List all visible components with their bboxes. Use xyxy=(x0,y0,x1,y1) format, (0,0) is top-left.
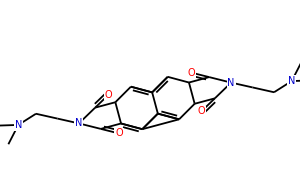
Text: N: N xyxy=(15,120,22,130)
Text: N: N xyxy=(227,78,235,88)
Text: O: O xyxy=(187,68,195,78)
Text: O: O xyxy=(198,106,205,116)
Text: N: N xyxy=(75,118,82,128)
Text: N: N xyxy=(288,76,296,86)
Text: O: O xyxy=(105,90,112,100)
Text: O: O xyxy=(115,129,123,138)
